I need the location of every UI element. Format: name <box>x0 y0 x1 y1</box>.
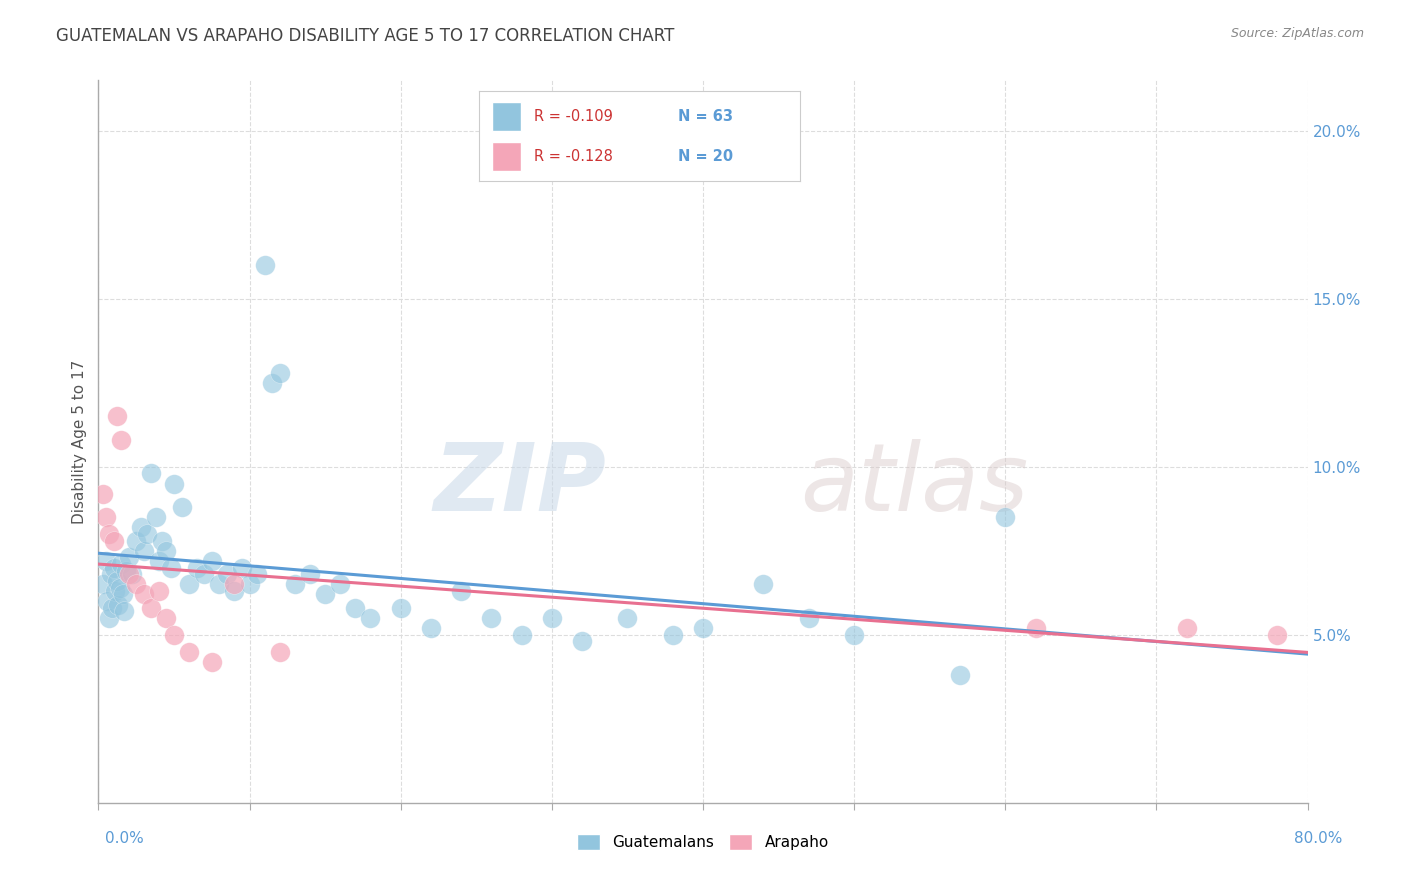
Point <box>125 533 148 548</box>
Point <box>112 604 135 618</box>
Point <box>481 611 503 625</box>
Point <box>135 527 157 541</box>
Point <box>231 560 253 574</box>
Point <box>797 611 820 625</box>
Point <box>129 520 152 534</box>
Point <box>94 510 117 524</box>
Point <box>224 584 246 599</box>
Point <box>94 554 117 568</box>
Point <box>201 655 224 669</box>
Point <box>118 567 141 582</box>
Point <box>752 577 775 591</box>
Legend: Guatemalans, Arapaho: Guatemalans, Arapaho <box>571 829 835 856</box>
Point <box>141 467 163 481</box>
Point <box>344 600 367 615</box>
Point <box>949 668 972 682</box>
Point <box>540 611 562 625</box>
Text: atlas: atlas <box>800 440 1028 531</box>
Point <box>420 621 443 635</box>
Point <box>692 621 714 635</box>
Point <box>571 634 593 648</box>
Point <box>208 577 231 591</box>
Text: GUATEMALAN VS ARAPAHO DISABILITY AGE 5 TO 17 CORRELATION CHART: GUATEMALAN VS ARAPAHO DISABILITY AGE 5 T… <box>56 27 675 45</box>
Point <box>96 594 118 608</box>
Point <box>844 628 866 642</box>
Y-axis label: Disability Age 5 to 17: Disability Age 5 to 17 <box>72 359 87 524</box>
Point <box>253 258 276 272</box>
Point <box>125 577 148 591</box>
Point <box>105 409 128 424</box>
Point <box>105 574 128 588</box>
Point <box>100 567 122 582</box>
Point <box>150 533 173 548</box>
Point <box>155 543 177 558</box>
Point <box>141 600 163 615</box>
Point <box>1267 628 1289 642</box>
Point <box>107 598 129 612</box>
Point <box>148 584 170 599</box>
Point <box>269 366 291 380</box>
Point <box>179 577 201 591</box>
Point <box>163 476 186 491</box>
Point <box>224 577 246 591</box>
Point <box>103 560 125 574</box>
Point <box>201 554 224 568</box>
Point <box>1175 621 1198 635</box>
Point <box>661 628 683 642</box>
Point <box>510 628 533 642</box>
Point <box>262 376 284 390</box>
Text: Source: ZipAtlas.com: Source: ZipAtlas.com <box>1230 27 1364 40</box>
Point <box>284 577 307 591</box>
Point <box>108 581 131 595</box>
Point <box>193 567 215 582</box>
Point <box>110 558 132 572</box>
Point <box>91 577 114 591</box>
Point <box>163 628 186 642</box>
Point <box>170 500 193 514</box>
Point <box>160 560 183 574</box>
Point <box>450 584 472 599</box>
Point <box>98 527 121 541</box>
Point <box>155 611 177 625</box>
Point <box>121 567 143 582</box>
Point <box>132 543 155 558</box>
Point <box>239 577 262 591</box>
Point <box>299 567 322 582</box>
Point <box>389 600 412 615</box>
Point <box>314 587 336 601</box>
Point <box>616 611 638 625</box>
Text: ZIP: ZIP <box>433 439 606 531</box>
Point <box>103 533 125 548</box>
Point <box>186 560 208 574</box>
Point <box>994 510 1017 524</box>
Point <box>91 486 114 500</box>
Point <box>148 554 170 568</box>
Point <box>98 611 121 625</box>
Point <box>118 550 141 565</box>
Text: 0.0%: 0.0% <box>105 831 145 846</box>
Point <box>101 600 124 615</box>
Point <box>111 587 134 601</box>
Point <box>132 587 155 601</box>
Point <box>329 577 352 591</box>
Point <box>179 644 201 658</box>
Point <box>104 584 127 599</box>
Point <box>246 567 269 582</box>
Point <box>360 611 382 625</box>
Point <box>110 433 132 447</box>
Point <box>215 567 238 582</box>
Point <box>269 644 291 658</box>
Text: 80.0%: 80.0% <box>1295 831 1343 846</box>
Point <box>1024 621 1046 635</box>
Point <box>114 564 136 578</box>
Point <box>145 510 167 524</box>
